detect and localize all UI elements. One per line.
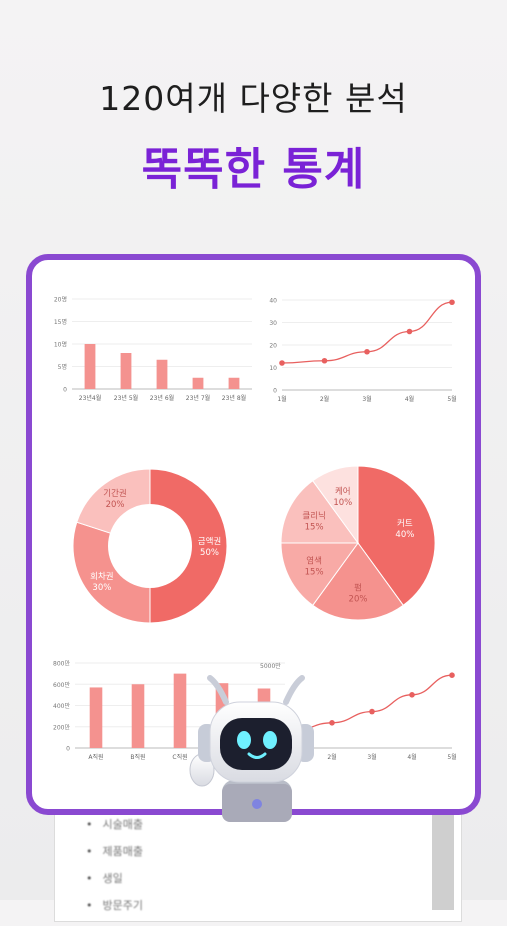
chart-service-pie-slice-label: 클리닉 (302, 512, 325, 522)
chart-monthly-line-point (364, 348, 370, 355)
scrollbar[interactable] (432, 800, 454, 910)
chart-monthly-line-point (406, 328, 413, 335)
chart-monthly-line-point (279, 360, 285, 366)
chart-monthly-line-ytick-label: 30 (269, 320, 277, 327)
chart-service-pie-slice (312, 465, 359, 545)
chart-service-pie-slice-label: 케어 (335, 486, 351, 497)
chart-revenue-line-ytick-label: 5000만 (260, 662, 281, 670)
chart-monthly-line-ytick-label: 10 (269, 365, 277, 372)
chart-visits-bar-xtick-label: 23년 8월 (222, 394, 246, 402)
chart-visits-bar-bar (120, 353, 132, 389)
chart-visits-bar-bar (156, 359, 168, 389)
chart-staff-bar-ytick-label: 600만 (53, 681, 70, 689)
chart-service-pie-slice (280, 542, 359, 606)
chart-visits-bar-ytick-label: 15명 (54, 318, 67, 326)
chart-visits-bar-ytick-label: 20명 (54, 296, 67, 304)
chart-staff-bar-xtick-label: A직원 (88, 753, 103, 761)
chart-staff-bar-bar (89, 687, 103, 748)
chart-monthly-line-point (321, 357, 328, 364)
chart-pass-donut-slice-pct: 30% (92, 583, 111, 593)
list-item[interactable]: 방문주기 (86, 899, 143, 926)
robot-mascot-icon (189, 675, 314, 822)
chart-staff-bar-xtick-label: B직원 (130, 753, 145, 761)
charts-canvas: 0 5명 10명 15명 20명 23년4월 23년 5월 23년 6월 23년 7월 23년 8… (53, 296, 457, 762)
chart-revenue-line-point (449, 672, 455, 678)
chart-staff-bar-ytick-label: 400만 (53, 702, 70, 710)
chart-revenue-line-xtick-label: 5월 (447, 753, 456, 761)
chart-service-pie-slice-pct: 20% (349, 594, 368, 604)
chart-staff-bar-bar (173, 673, 187, 748)
chart-revenue-line-point (369, 708, 375, 715)
list-item[interactable]: 시술매출 (86, 818, 143, 845)
chart-staff-bar-bar (131, 684, 145, 748)
list-item[interactable]: 생일 (86, 872, 143, 899)
chart-pass-donut-slice-label: 기간권 (103, 488, 126, 499)
chart-visits-bar-ytick-label: 10명 (54, 341, 67, 349)
chart-service-pie-slice (312, 542, 404, 621)
chart-staff-bar-xtick-label: C직원 (172, 753, 187, 761)
chart-monthly-line-point (449, 299, 455, 306)
chart-service-pie-slice-label: 커트 (397, 519, 413, 529)
chart-service-pie-slice (280, 480, 359, 544)
chart-revenue-line-xtick-label: 3월 (367, 753, 376, 761)
chart-pass-donut-slice-pct: 50% (200, 548, 219, 558)
chart-revenue-line-xtick-label: 4월 (407, 753, 416, 761)
chart-monthly-line-xtick-label: 3월 (362, 395, 371, 403)
chart-service-pie-slice-label: 펌 (354, 582, 362, 593)
chart-service-pie-slice-pct: 15% (305, 567, 324, 577)
chart-visits-bar-xtick-label: 23년 5월 (114, 394, 138, 402)
chart-revenue-line-point (409, 692, 415, 698)
chart-pass-donut-slice-label: 금액권 (198, 536, 221, 547)
chart-revenue-line-point (329, 720, 335, 726)
chart-monthly-line-xtick-label: 4월 (405, 395, 414, 403)
chart-visits-bar-xtick-label: 23년 7월 (186, 394, 210, 402)
chart-service-pie-slice-pct: 15% (305, 523, 324, 533)
chart-visits-bar-ytick-label: 5명 (58, 363, 67, 371)
headline: 120여개 다양한 분석 (99, 79, 408, 118)
chart-visits-bar-bar (228, 377, 240, 389)
chart-pass-donut-slice-pct: 20% (106, 500, 125, 510)
chart-visits-bar-bar (84, 344, 96, 389)
chart-staff-bar-ytick-label: 200만 (53, 723, 70, 731)
chart-visits-bar-xtick-label: 23년4월 (79, 394, 102, 402)
chart-visits-bar-ytick-label: 0 (63, 387, 67, 394)
chart-staff-bar-ytick-label: 0 (66, 746, 70, 753)
chart-visits-bar-xtick-label: 23년 6월 (150, 394, 174, 402)
chart-service-pie-slice-pct: 40% (395, 530, 414, 540)
chart-pass-donut-slice-label: 회차권 (90, 571, 113, 582)
chart-visits-bar-bar (192, 377, 204, 389)
chart-monthly-line-xtick-label: 1월 (277, 395, 286, 403)
chart-pass-donut-donut-hole (108, 504, 192, 588)
chart-staff-bar-ytick-label: 800만 (53, 660, 70, 668)
chart-service-pie-slice (357, 465, 436, 606)
chart-monthly-line-xtick-label: 5월 (447, 395, 456, 403)
subheadline: 똑똑한 통계 (141, 144, 366, 195)
chart-monthly-line-ytick-label: 20 (269, 343, 277, 350)
chart-monthly-line-ytick-label: 40 (269, 298, 277, 305)
chart-monthly-line-ytick-label: 0 (273, 388, 277, 395)
chart-revenue-line-xtick-label: 2월 (327, 753, 336, 761)
chart-service-pie-slice-pct: 10% (333, 498, 352, 508)
list-item[interactable]: 제품매출 (86, 845, 143, 872)
chart-monthly-line-xtick-label: 2월 (320, 395, 329, 403)
chart-service-pie-slice-label: 염색 (306, 555, 322, 566)
background-menu-list: 시술매출 제품매출 생일 방문주기 (86, 818, 143, 926)
